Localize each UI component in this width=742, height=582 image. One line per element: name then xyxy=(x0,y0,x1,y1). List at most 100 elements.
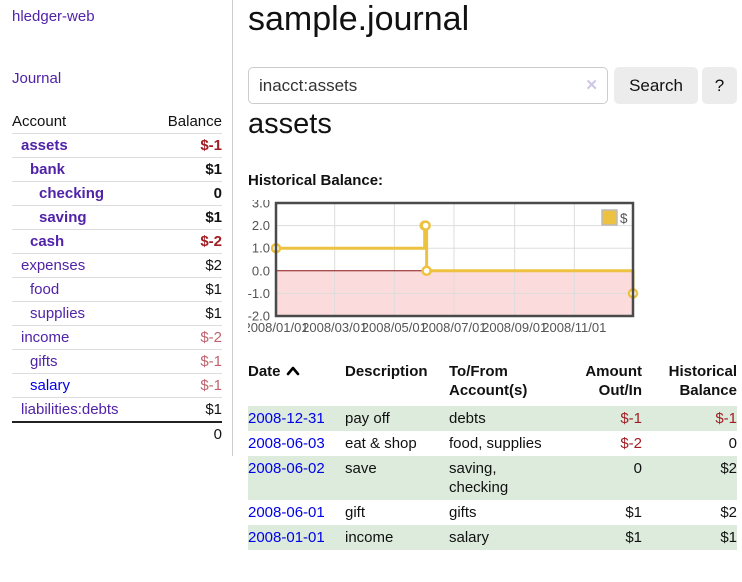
sidebar-account-row: expenses $2 xyxy=(12,253,222,278)
sidebar-account-link-food[interactable]: food xyxy=(30,281,60,298)
sidebar-account-link-liabilities-debts[interactable]: liabilities:debts xyxy=(21,401,119,418)
register-accounts: gifts xyxy=(449,504,477,521)
sidebar-account-row: food $1 xyxy=(12,277,222,302)
account-name-cell: gifts xyxy=(12,349,152,374)
register-balance: $2 xyxy=(642,456,737,500)
description-column-header: Description xyxy=(345,363,428,380)
sort-ascending-icon xyxy=(286,362,300,381)
sidebar-item-journal[interactable]: Journal xyxy=(12,70,62,87)
account-balance: $-1 xyxy=(151,373,222,398)
account-balance: $-1 xyxy=(151,349,222,374)
account-name-cell: saving xyxy=(12,205,152,230)
sidebar-account-row: salary $-1 xyxy=(12,373,222,398)
register-description: pay off xyxy=(345,406,449,431)
register-row: 2008-06-02 save saving, checking 0 $2 xyxy=(248,456,737,500)
register-balance: 0 xyxy=(728,435,737,452)
register-balance: $1 xyxy=(642,525,737,550)
search-input[interactable] xyxy=(248,67,608,104)
register-date-link[interactable]: 2008-12-31 xyxy=(248,410,325,427)
accounts-total-value: 0 xyxy=(151,421,222,446)
register-date-cell: 2008-06-03 xyxy=(248,431,345,456)
sidebar-account-link-expenses[interactable]: expenses xyxy=(21,257,86,274)
sidebar-account-link-gifts[interactable]: gifts xyxy=(30,353,58,370)
svg-text:1.0: 1.0 xyxy=(252,241,270,256)
chart-canvas: 3.0 2.0 1.0 0.0 -1.0 -2.02008/01/012008/03/01… xyxy=(243,196,639,335)
sidebar-account-row: assets $-1 xyxy=(12,133,222,158)
chart-legend-label: $ xyxy=(620,211,628,226)
svg-text:2008/09/01: 2008/09/01 xyxy=(482,320,547,335)
svg-text:2.0: 2.0 xyxy=(252,218,270,233)
chart-label: Historical Balance: xyxy=(248,172,384,189)
accounts-balance-table: Account Balance assets $-1 bank $1 checking 0… xyxy=(12,110,222,446)
sidebar-account-link-saving[interactable]: saving xyxy=(39,209,87,226)
sidebar-account-link-checking[interactable]: checking xyxy=(39,185,105,202)
sidebar-account-link-salary[interactable]: salary xyxy=(30,377,71,394)
register-accounts: saving, checking xyxy=(449,456,561,500)
sidebar-account-link-supplies[interactable]: supplies xyxy=(30,305,86,322)
account-balance: $1 xyxy=(151,301,222,326)
register-date-link[interactable]: 2008-06-01 xyxy=(248,504,325,521)
account-name-cell: assets xyxy=(12,133,152,158)
account-balance: $1 xyxy=(151,205,222,230)
account-balance: $-2 xyxy=(151,229,222,254)
register-amount: 0 xyxy=(561,456,642,500)
register-row: 2008-12-31 pay off debts $-1 $-1 xyxy=(248,406,737,431)
register-description: income xyxy=(345,525,449,550)
register-description: eat & shop xyxy=(345,435,417,452)
account-column-header: Account xyxy=(12,110,152,134)
page-title: sample.journal xyxy=(248,0,470,38)
search-button[interactable]: Search xyxy=(614,67,698,104)
account-balance: $-2 xyxy=(151,325,222,350)
sidebar-account-row: liabilities:debts $1 xyxy=(12,397,222,423)
account-name-cell: cash xyxy=(12,229,152,254)
account-balance: $1 xyxy=(151,397,222,423)
svg-text:2008/07/01: 2008/07/01 xyxy=(421,320,486,335)
register-accounts: debts xyxy=(449,406,561,431)
sidebar: hledger-web Journal Account Balance asse… xyxy=(0,0,233,456)
svg-text:2008/11/01: 2008/11/01 xyxy=(542,320,606,335)
register-amount: $1 xyxy=(561,525,642,550)
register-row: 2008-06-03 eat & shop food, supplies $-2 0 xyxy=(248,431,737,456)
search-box: ✕ xyxy=(248,67,608,104)
svg-text:2008/03/01: 2008/03/01 xyxy=(302,320,367,335)
register-amount: $-2 xyxy=(620,435,642,452)
account-balance: 0 xyxy=(151,181,222,206)
app-brand-link[interactable]: hledger-web xyxy=(12,8,95,25)
register-row: 2008-01-01 income salary $1 $1 xyxy=(248,525,737,550)
svg-text:0.0: 0.0 xyxy=(252,263,270,278)
sidebar-account-link-assets[interactable]: assets xyxy=(21,137,68,154)
balance-column-header: Historical Balance xyxy=(668,363,737,399)
sidebar-account-link-income[interactable]: income xyxy=(21,329,70,346)
account-heading: assets xyxy=(248,108,332,140)
register-date-link[interactable]: 2008-01-01 xyxy=(248,529,325,546)
register-amount: $1 xyxy=(625,504,642,521)
register-date-cell: 2008-06-02 xyxy=(248,456,345,500)
svg-text:2008/01/01: 2008/01/01 xyxy=(248,320,309,335)
sidebar-account-link-cash[interactable]: cash xyxy=(30,233,65,250)
accounts-total-row: 0 xyxy=(12,421,222,446)
sidebar-account-row: checking 0 xyxy=(12,181,222,206)
register-accounts: salary xyxy=(449,525,561,550)
accounts-table-header-row: Account Balance xyxy=(12,110,222,134)
register-row: 2008-06-01 gift gifts $1 $2 xyxy=(248,500,737,525)
clear-search-icon[interactable]: ✕ xyxy=(585,77,598,94)
account-name-cell: liabilities:debts xyxy=(12,397,152,423)
help-button[interactable]: ? xyxy=(702,67,737,104)
account-balance: $-1 xyxy=(151,133,222,158)
register-date-cell: 2008-12-31 xyxy=(248,406,345,431)
register-description: gift xyxy=(345,504,366,521)
sidebar-account-link-bank[interactable]: bank xyxy=(30,161,66,178)
sidebar-account-row: gifts $-1 xyxy=(12,349,222,374)
date-column-header[interactable]: Date xyxy=(248,360,345,406)
register-amount: $-1 xyxy=(561,406,642,431)
svg-text:2008/05/01: 2008/05/01 xyxy=(362,320,427,335)
historical-balance-chart[interactable]: 3.0 2.0 1.0 0.0 -1.0 -2.0 2008/01/01 2008/03/01… xyxy=(243,196,643,342)
register-date-link[interactable]: 2008-06-02 xyxy=(248,460,325,477)
balance-column-header: Balance xyxy=(151,110,222,134)
amount-column-header: Amount Out/In xyxy=(585,363,642,399)
register-date-link[interactable]: 2008-06-03 xyxy=(248,435,325,452)
sidebar-account-row: supplies $1 xyxy=(12,301,222,326)
register-balance: $2 xyxy=(720,504,737,521)
account-name-cell: checking xyxy=(12,181,152,206)
